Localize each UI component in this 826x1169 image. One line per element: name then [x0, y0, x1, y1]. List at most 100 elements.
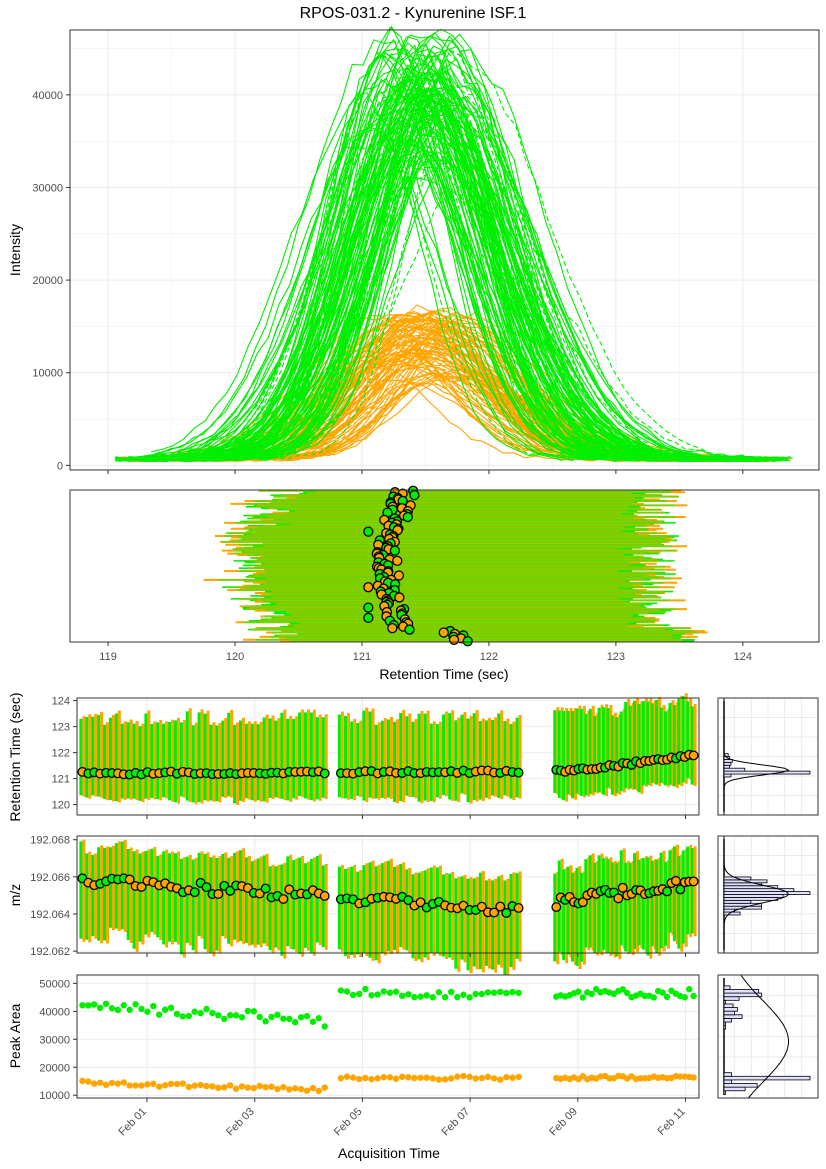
peak-area-green-point	[460, 991, 467, 998]
peak-area-points	[79, 985, 697, 1095]
peak-area-green-point	[286, 1015, 293, 1023]
mz-y-tick-label: 192.066	[30, 872, 70, 884]
peak-area-green-point	[85, 1002, 92, 1009]
mz-panel: 192.062 192.064 192.066 192.068 m/z	[7, 835, 700, 979]
peak-area-orange-point	[173, 1080, 181, 1088]
mz-point	[513, 902, 524, 913]
peak-area-orange-point	[262, 1083, 269, 1091]
peak-area-orange-point	[250, 1084, 257, 1092]
peak-area-histogram-bar	[723, 1025, 726, 1030]
peak-area-orange-point	[497, 1076, 504, 1083]
mz-point	[189, 887, 200, 898]
peak-area-green-point	[268, 1013, 275, 1021]
retention-time-point	[513, 767, 524, 778]
peak-area-panel-border	[76, 974, 700, 1099]
mz-histogram-bar	[723, 891, 811, 895]
mz-y-tick-label: 192.068	[30, 835, 70, 847]
peak-area-green-point	[321, 1023, 328, 1030]
retention-time-axis-label: Retention Time (sec)	[7, 692, 23, 821]
peak-area-green-point	[405, 991, 412, 998]
peak-area-green-point	[423, 992, 430, 999]
peak-area-green-point	[685, 986, 693, 993]
peak-area-orange-point	[386, 1074, 394, 1081]
peak-area-orange-point	[215, 1084, 222, 1092]
peak-area-green-point	[132, 1001, 139, 1008]
rt-apex-point	[394, 592, 405, 603]
peak-area-green-point	[349, 991, 357, 999]
peak-area-green-point	[203, 1005, 210, 1013]
peak-area-green-point	[262, 1018, 269, 1025]
retention-time-point	[688, 750, 699, 761]
peak-area-orange-point	[102, 1081, 110, 1089]
peak-area-green-point	[588, 990, 595, 998]
retention-time-axis-ticks: 120 121 122 123 124	[52, 696, 687, 819]
peak-area-histogram-border	[717, 974, 819, 1099]
peak-area-histogram-bar	[723, 996, 740, 1001]
green-intensity-trace	[127, 49, 786, 461]
peak-area-green-point	[579, 994, 587, 1001]
peak-area-orange-point	[191, 1082, 198, 1089]
mz-density-curve	[723, 836, 789, 953]
peak-area-orange-point	[286, 1086, 293, 1093]
peak-area-green-point	[356, 990, 363, 998]
retention-time-histogram-bar	[723, 761, 732, 766]
acquisition-x-tick-label: Feb 01	[116, 1106, 149, 1139]
peak-area-green-point	[297, 1014, 305, 1021]
peak-area-orange-point	[303, 1087, 311, 1094]
mz-bars	[79, 839, 697, 979]
mz-histogram-bar	[723, 897, 779, 901]
acquisition-x-tick-label: Feb 03	[224, 1106, 257, 1139]
mz-point	[501, 907, 512, 918]
mz-point	[319, 891, 330, 901]
peak-area-orange-point	[374, 1075, 381, 1082]
peak-area-histogram-bar	[723, 1086, 746, 1092]
peak-area-orange-point	[91, 1080, 98, 1087]
acquisition-x-tick-label: Feb 09	[547, 1106, 580, 1139]
rt-apex-point	[404, 624, 415, 635]
peak-area-green-point	[274, 1011, 281, 1019]
peak-area-green-point	[226, 1011, 234, 1019]
mz-point	[260, 883, 271, 894]
peak-area-orange-point	[503, 1074, 510, 1081]
peak-area-orange-point	[256, 1082, 263, 1090]
retention-time-y-tick-label: 120	[52, 800, 70, 812]
acquisition-time-axis-label: Acquisition Time	[338, 1145, 440, 1161]
peak-area-green-point	[114, 1006, 122, 1014]
peak-area-green-point	[315, 1014, 323, 1022]
peak-area-green-point	[362, 985, 369, 993]
peak-area-orange-point	[460, 1072, 467, 1080]
intensity-y-tick-label: 40000	[32, 90, 63, 102]
peak-area-green-point	[291, 1019, 299, 1026]
peak-area-green-point	[126, 1006, 133, 1014]
peak-area-orange-point	[209, 1083, 216, 1090]
peak-area-green-point	[91, 1001, 98, 1008]
mz-point	[415, 897, 426, 908]
peak-area-orange-point	[515, 1073, 522, 1081]
peak-area-orange-point	[79, 1077, 86, 1085]
peak-area-green-point	[592, 985, 600, 993]
peak-area-orange-point	[356, 1075, 363, 1083]
peak-area-green-point	[221, 1015, 228, 1023]
intensity-y-tick-label: 10000	[32, 368, 63, 380]
peak-area-green-point	[173, 1010, 181, 1018]
peak-area-green-point	[79, 1002, 86, 1009]
peak-area-green-point	[374, 991, 381, 998]
peak-area-orange-point	[232, 1085, 240, 1092]
intensity-panel-border	[69, 29, 820, 471]
peak-area-orange-point	[197, 1081, 204, 1089]
mz-point	[688, 876, 699, 887]
peak-area-panel: 10000 20000 30000 40000 50000 Feb 01 Feb 03 Feb…	[7, 974, 700, 1161]
mz-point	[662, 886, 672, 897]
peak-area-y-tick-label: 20000	[39, 1062, 70, 1074]
peak-area-green-point	[454, 993, 461, 1001]
retention-time-density-curve	[723, 698, 790, 815]
rt-apex-point	[448, 634, 460, 645]
peak-area-orange-point	[238, 1083, 246, 1090]
peak-area-orange-point	[429, 1075, 436, 1082]
peak-area-green-point	[380, 988, 387, 995]
mz-y-tick-label: 192.064	[30, 909, 70, 921]
acquisition-x-tick-label: Feb 11	[656, 1106, 688, 1138]
peak-area-orange-point	[454, 1073, 461, 1080]
peak-area-histogram-bar	[723, 989, 760, 994]
